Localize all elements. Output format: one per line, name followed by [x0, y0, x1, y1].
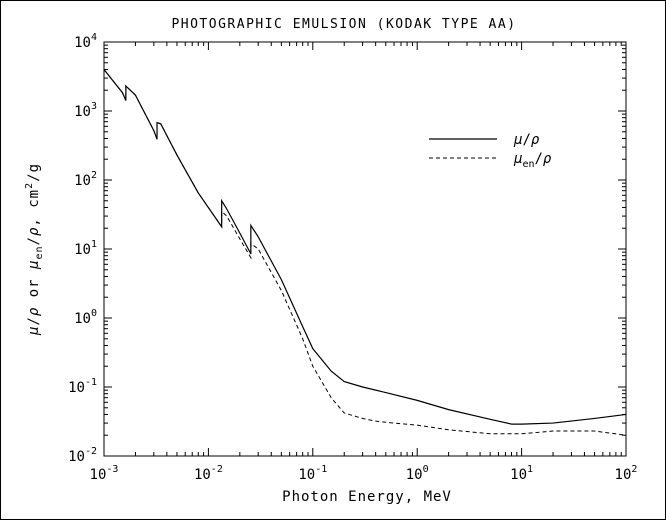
y-label-en-subscript: en: [34, 245, 45, 259]
plot-area: [103, 41, 627, 457]
y-tick-label: 10-1: [68, 377, 97, 396]
y-tick-label: 104: [74, 32, 97, 51]
y-tick-label: 103: [74, 101, 97, 120]
y-tick-label: 102: [74, 170, 97, 189]
x-tick-label: 102: [615, 464, 638, 483]
chart-title: PHOTOGRAPHIC EMULSION (KODAK TYPE AA): [171, 17, 516, 32]
y-tick-label: 10-2: [68, 446, 97, 465]
x-tick-label: 10-2: [194, 464, 223, 483]
y-label-or: or: [26, 278, 42, 297]
x-tick-labels: 10-3 10-2 10-1 100 101 102: [90, 464, 638, 483]
x-axis-label: Photon Energy, MeV: [282, 489, 452, 505]
y-tick-labels: 10-2 10-1 100 101 102 103 104: [68, 32, 97, 465]
y-tick-label: 101: [74, 239, 97, 258]
data-series: [103, 69, 627, 436]
y-label-rho-2: ρ: [26, 227, 42, 236]
y-label-units: cm: [26, 189, 42, 208]
legend-label-mu-rho: μ/ρ: [513, 132, 540, 148]
x-tick-label: 10-1: [298, 464, 327, 483]
tick-marks: [103, 41, 627, 457]
series-line-mu-rho: [103, 69, 627, 425]
x-tick-label: 100: [406, 464, 429, 483]
y-label-mu: μ: [26, 326, 42, 336]
x-tick-label: 10-3: [90, 464, 119, 483]
y-label-units-exponent: 2: [24, 182, 35, 189]
series-line-mu-en-rho: [103, 69, 627, 436]
y-tick-label: 100: [74, 308, 97, 327]
x-tick-label: 101: [510, 464, 533, 483]
legend: μ/ρ μen/ρ: [429, 132, 552, 170]
y-label-units-tail: /g: [26, 163, 42, 182]
legend-label-mu-en-rho: μen/ρ: [513, 151, 552, 170]
y-label-rho: ρ: [26, 307, 42, 316]
y-label-mu-en: μ: [26, 260, 42, 270]
y-axis-label: μ/ρ or μen/ρ, cm2/g: [24, 163, 45, 336]
